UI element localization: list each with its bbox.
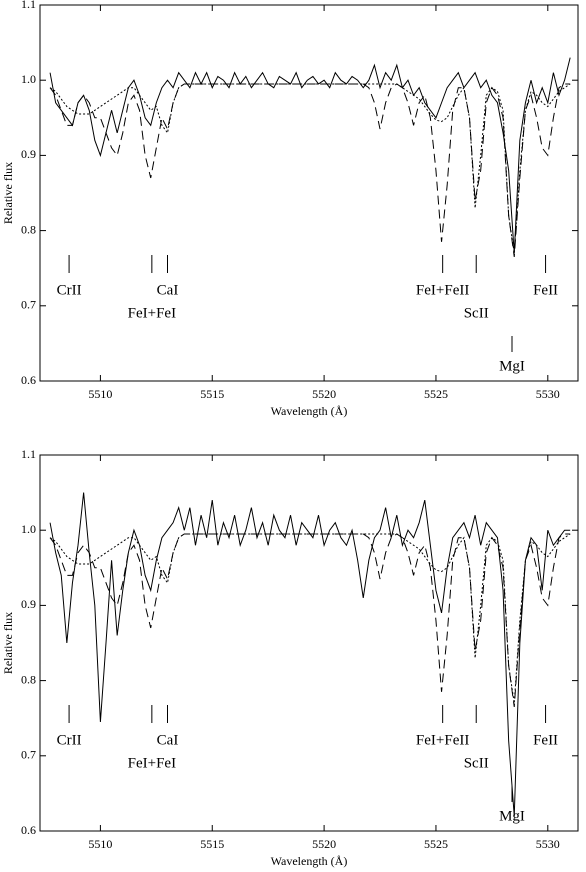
line-label: ScII <box>464 755 489 771</box>
line-label: FeI+FeII <box>416 282 469 298</box>
x-tick-label: 5515 <box>200 387 224 401</box>
line-label: CrII <box>57 732 82 748</box>
line-label: CrII <box>57 282 82 298</box>
spectrum-line <box>49 533 571 707</box>
x-tick-label: 5515 <box>200 837 224 851</box>
x-tick-label: 5530 <box>536 837 560 851</box>
x-tick-label: 5510 <box>88 387 112 401</box>
line-label: MgI <box>499 358 525 374</box>
line-label: MgI <box>499 808 525 824</box>
spectrum-line <box>49 57 571 254</box>
x-axis-label: Wavelength (Å) <box>271 854 348 868</box>
y-tick-label: 0.8 <box>21 222 36 236</box>
line-label: FeII <box>533 282 558 298</box>
y-axis-label: Relative flux <box>1 612 15 674</box>
line-label: FeI+FeII <box>416 732 469 748</box>
x-tick-label: 5520 <box>312 387 336 401</box>
y-tick-label: 1.1 <box>21 0 36 11</box>
x-tick-label: 5530 <box>536 387 560 401</box>
y-tick-label: 1.1 <box>21 447 36 461</box>
line-label: FeI+FeI <box>128 755 176 771</box>
y-tick-label: 0.9 <box>21 597 36 611</box>
plot-frame <box>39 4 579 382</box>
spectrum-line <box>49 533 571 704</box>
y-tick-label: 1.0 <box>21 72 36 86</box>
y-tick-label: 0.8 <box>21 672 36 686</box>
line-label: ScII <box>464 305 489 321</box>
y-tick-label: 0.9 <box>21 147 36 161</box>
spectrum-line <box>49 83 571 257</box>
x-tick-label: 5520 <box>312 837 336 851</box>
y-tick-label: 0.6 <box>21 373 36 387</box>
y-tick-label: 0.6 <box>21 823 36 837</box>
y-tick-label: 1.0 <box>21 522 36 536</box>
x-axis-label: Wavelength (Å) <box>271 404 348 418</box>
line-label: FeI+FeI <box>128 305 176 321</box>
x-tick-label: 5525 <box>424 387 448 401</box>
line-label: CaI <box>157 282 179 298</box>
y-axis-label: Relative flux <box>1 162 15 224</box>
spectrum-line <box>49 83 571 254</box>
line-label: CaI <box>157 732 179 748</box>
y-tick-label: 0.7 <box>21 748 36 762</box>
x-tick-label: 5525 <box>424 837 448 851</box>
plot-frame <box>39 454 579 832</box>
line-label: FeII <box>533 732 558 748</box>
x-tick-label: 5510 <box>88 837 112 851</box>
y-tick-label: 0.7 <box>21 298 36 312</box>
